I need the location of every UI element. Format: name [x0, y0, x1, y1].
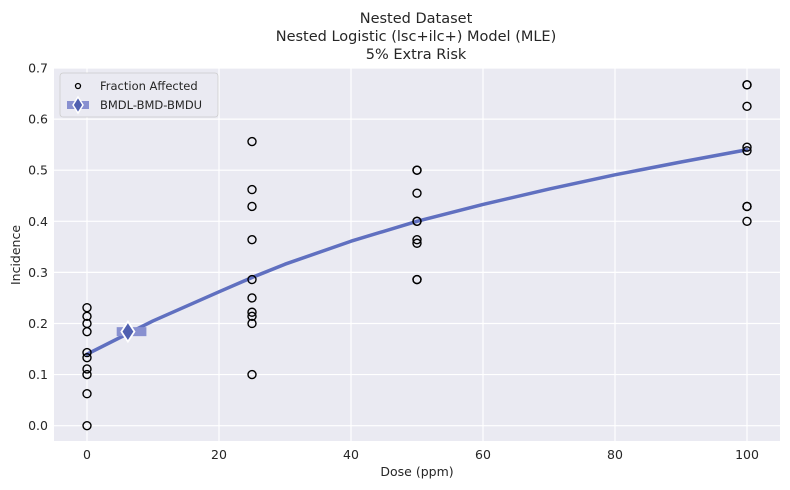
x-tick-label: 60: [475, 447, 491, 462]
x-tick-label: 0: [83, 447, 91, 462]
data-point: [247, 369, 257, 380]
chart-title-line-3: 5% Extra Risk: [366, 47, 467, 63]
x-tick-label: 100: [735, 447, 759, 462]
data-point: [412, 188, 422, 198]
fit-curve-layer: [85, 148, 749, 356]
y-tick-label: 0.0: [28, 418, 48, 433]
data-point: [247, 201, 257, 212]
y-tick-label: 0.1: [28, 367, 48, 382]
data-point: [247, 136, 257, 147]
data-point: [247, 293, 257, 303]
grid-lines: [54, 67, 780, 441]
bmd-interval-layer: [116, 320, 147, 344]
x-tick-label: 40: [343, 447, 359, 462]
data-point: [247, 318, 257, 329]
y-tick-label: 0.2: [28, 316, 48, 331]
data-point: [742, 80, 752, 90]
data-point: [742, 216, 752, 226]
data-point: [82, 311, 92, 322]
data-point: [247, 307, 257, 317]
data-point: [247, 274, 257, 285]
data-point: [82, 364, 92, 374]
data-point: [742, 142, 752, 152]
data-point: [742, 101, 752, 112]
y-tick-label: 0.5: [28, 163, 48, 178]
data-point: [742, 201, 752, 212]
fit-curve: [85, 148, 749, 356]
x-tick-label: 80: [607, 447, 623, 462]
data-point: [412, 274, 422, 285]
data-point: [412, 216, 422, 226]
data-point: [412, 238, 422, 248]
legend-marker-fraction: [74, 82, 82, 90]
y-axis-label: Incidence: [8, 225, 23, 285]
legend: Fraction Affected BMDL-BMD-BMDU: [59, 72, 219, 118]
data-point: [82, 420, 92, 431]
data-point: [82, 326, 92, 337]
data-point: [412, 165, 422, 175]
legend-box: [59, 72, 219, 118]
y-tick-label: 0.3: [28, 265, 48, 280]
x-tick-label: 20: [211, 447, 227, 462]
data-point: [82, 369, 92, 380]
bmd-marker: [120, 320, 136, 344]
data-points-layer: [82, 80, 752, 431]
legend-label-bmd: BMDL-BMD-BMDU: [100, 98, 202, 112]
chart-title-line-2: Nested Logistic (lsc+ilc+) Model (MLE): [276, 29, 557, 45]
legend-marker-bmd-diamond: [72, 95, 84, 115]
y-tick-label: 0.4: [28, 214, 48, 229]
plot-area: [54, 68, 780, 441]
legend-label-fraction: Fraction Affected: [100, 79, 198, 93]
x-axis-label: Dose (ppm): [380, 464, 453, 479]
data-point: [82, 353, 92, 363]
data-point: [247, 311, 257, 322]
y-tick-label: 0.7: [28, 61, 48, 76]
y-tick-label: 0.6: [28, 112, 48, 127]
data-point: [82, 389, 92, 399]
data-point: [412, 234, 422, 245]
data-point: [247, 234, 257, 245]
data-point: [247, 184, 257, 195]
data-point: [742, 146, 752, 156]
data-point: [82, 347, 92, 358]
tick-labels: 0 20 40 60 80 100 0.0 0.1 0.2 0.3 0.4 0.5 0.6 0.7: [28, 61, 759, 463]
chart-title-line-1: Nested Dataset: [360, 11, 473, 27]
